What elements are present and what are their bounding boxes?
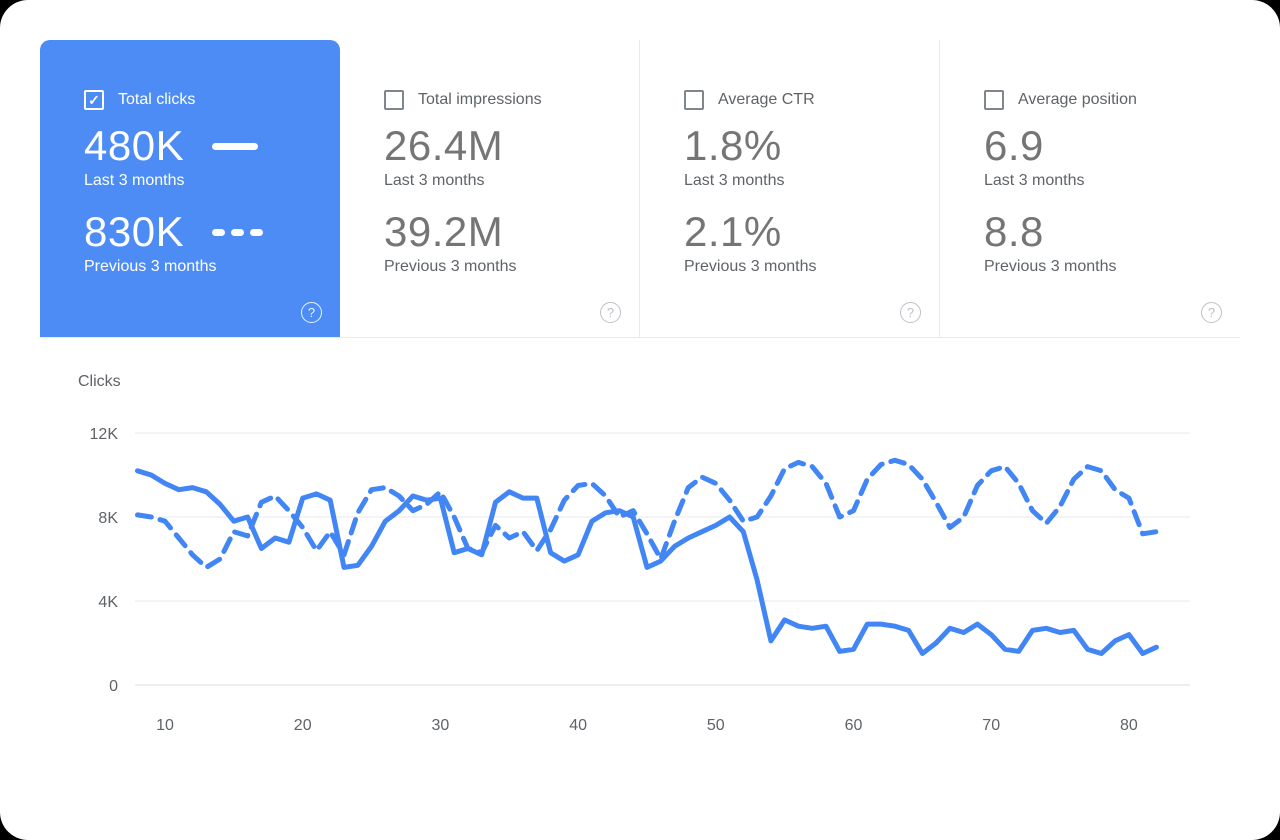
metric-card-total-impressions[interactable]: Total impressions 26.4M Last 3 months 39… — [340, 40, 640, 337]
card-label: Total impressions — [418, 91, 542, 108]
primary-value-row: 1.8% — [684, 122, 939, 170]
y-axis-tick-label: 0 — [109, 678, 118, 695]
series-line-dashed — [135, 457, 1159, 570]
primary-value: 26.4M — [384, 122, 504, 169]
y-axis-tick-label: 12K — [90, 426, 119, 443]
metric-card-average-ctr[interactable]: Average CTR 1.8% Last 3 months 2.1% Prev… — [640, 40, 940, 337]
metric-card-total-clicks[interactable]: ✓ Total clicks 480K Last 3 months 830K P… — [40, 40, 340, 337]
primary-value-row: 480K — [84, 122, 340, 170]
secondary-value: 830K — [84, 208, 185, 255]
solid-line-icon — [212, 142, 259, 150]
x-axis-tick-label: 10 — [156, 717, 174, 734]
average-position-checkbox[interactable] — [984, 90, 1004, 110]
total-impressions-checkbox[interactable] — [384, 90, 404, 110]
card-header: Average position — [984, 90, 1240, 110]
card-header: Total impressions — [384, 90, 639, 110]
card-label: Average CTR — [718, 91, 815, 108]
primary-caption: Last 3 months — [984, 172, 1085, 189]
secondary-caption: Previous 3 months — [984, 258, 1117, 275]
clicks-line-chart: 12K 8K 4K 0 10 20 30 40 50 60 70 80 — [90, 426, 1190, 734]
secondary-caption: Previous 3 months — [384, 258, 517, 275]
primary-value-row: 26.4M — [384, 122, 639, 170]
secondary-caption: Previous 3 months — [84, 258, 217, 275]
card-label: Total clicks — [118, 91, 196, 108]
dashed-line-icon — [212, 228, 264, 236]
primary-caption: Last 3 months — [384, 172, 485, 189]
secondary-caption: Previous 3 months — [684, 258, 817, 275]
primary-value: 1.8% — [684, 122, 782, 169]
series-line-solid — [135, 468, 1159, 656]
metric-cards-row: ✓ Total clicks 480K Last 3 months 830K P… — [40, 40, 1240, 338]
card-header: Average CTR — [684, 90, 939, 110]
average-ctr-checkbox[interactable] — [684, 90, 704, 110]
card-label: Average position — [1018, 91, 1137, 108]
x-axis-tick-label: 30 — [432, 717, 450, 734]
checkmark-icon: ✓ — [88, 92, 100, 108]
y-axis-tick-label: 4K — [98, 594, 118, 611]
x-axis-tick-label: 50 — [707, 717, 725, 734]
secondary-value: 39.2M — [384, 208, 504, 255]
x-axis-tick-label: 70 — [982, 717, 1000, 734]
secondary-value-row: 830K — [84, 208, 340, 256]
card-header: ✓ Total clicks — [84, 90, 340, 110]
help-icon[interactable]: ? — [900, 302, 921, 323]
secondary-value-row: 39.2M — [384, 208, 639, 256]
primary-caption: Last 3 months — [84, 172, 185, 189]
x-axis-tick-label: 40 — [569, 717, 587, 734]
metric-card-average-position[interactable]: Average position 6.9 Last 3 months 8.8 P… — [940, 40, 1240, 337]
total-clicks-checkbox[interactable]: ✓ — [84, 90, 104, 110]
help-icon[interactable]: ? — [1201, 302, 1222, 323]
secondary-value: 8.8 — [984, 208, 1044, 255]
primary-caption: Last 3 months — [684, 172, 785, 189]
primary-value: 6.9 — [984, 122, 1044, 169]
primary-value-row: 6.9 — [984, 122, 1240, 170]
help-icon[interactable]: ? — [301, 302, 322, 323]
x-axis-tick-label: 80 — [1120, 717, 1138, 734]
help-icon[interactable]: ? — [600, 302, 621, 323]
y-axis-tick-label: 8K — [98, 510, 118, 527]
secondary-value-row: 8.8 — [984, 208, 1240, 256]
x-axis-tick-label: 20 — [294, 717, 312, 734]
chart-title: Clicks — [78, 373, 121, 390]
secondary-value-row: 2.1% — [684, 208, 939, 256]
secondary-value: 2.1% — [684, 208, 782, 255]
x-axis-tick-label: 60 — [845, 717, 863, 734]
primary-value: 480K — [84, 122, 185, 169]
